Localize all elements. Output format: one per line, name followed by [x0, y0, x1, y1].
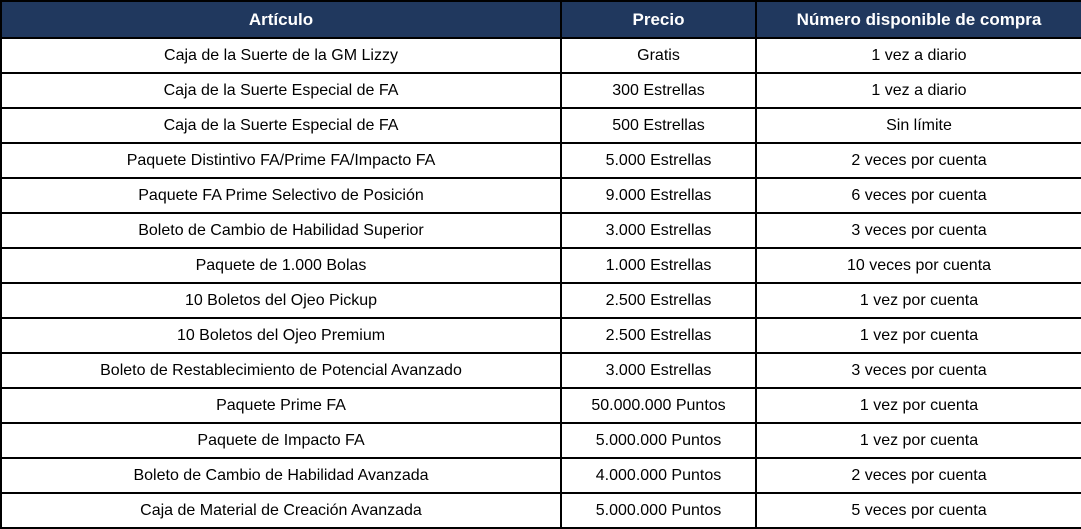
item-name-cell: 10 Boletos del Ojeo Premium [0, 317, 562, 354]
table-header-row: Artículo Precio Número disponible de com… [0, 0, 1081, 39]
purchase-limit-cell: 2 veces por cuenta [755, 142, 1081, 179]
purchase-limit-cell: 1 vez por cuenta [755, 282, 1081, 319]
table-row: 10 Boletos del Ojeo Premium 2.500 Estrell… [0, 317, 1081, 354]
item-name-cell: Paquete Prime FA [0, 387, 562, 424]
item-name-cell: Boleto de Cambio de Habilidad Superior [0, 212, 562, 249]
price-cell: 1.000 Estrellas [560, 247, 757, 284]
table-row: Caja de la Suerte de la GM Lizzy Gratis 1 … [0, 37, 1081, 74]
price-cell: 3.000 Estrellas [560, 212, 757, 249]
item-name-cell: Boleto de Restablecimiento de Potencial … [0, 352, 562, 389]
price-cell: 500 Estrellas [560, 107, 757, 144]
purchase-limit-cell: 1 vez a diario [755, 72, 1081, 109]
purchase-limit-cell: 1 vez a diario [755, 37, 1081, 74]
column-header-price: Precio [560, 0, 757, 39]
price-cell: 5.000.000 Puntos [560, 422, 757, 459]
purchase-limit-cell: 10 veces por cuenta [755, 247, 1081, 284]
table-row: Caja de la Suerte Especial de FA 300 Estr… [0, 72, 1081, 109]
price-cell: Gratis [560, 37, 757, 74]
item-name-cell: Caja de la Suerte de la GM Lizzy [0, 37, 562, 74]
item-name-cell: 10 Boletos del Ojeo Pickup [0, 282, 562, 319]
column-header-purchase-limit: Número disponible de compra [755, 0, 1081, 39]
table-row: Boleto de Cambio de Habilidad Avanzada 4.… [0, 457, 1081, 494]
item-name-cell: Paquete FA Prime Selectivo de Posición [0, 177, 562, 214]
column-header-article: Artículo [0, 0, 562, 39]
purchase-limit-cell: Sin límite [755, 107, 1081, 144]
item-name-cell: Caja de la Suerte Especial de FA [0, 107, 562, 144]
table-row: Boleto de Restablecimiento de Potencial … [0, 352, 1081, 389]
purchase-limit-cell: 3 veces por cuenta [755, 352, 1081, 389]
table-body: Caja de la Suerte de la GM Lizzy Gratis 1 … [0, 37, 1081, 529]
item-name-cell: Paquete de Impacto FA [0, 422, 562, 459]
purchase-limit-cell: 6 veces por cuenta [755, 177, 1081, 214]
table-row: Paquete de 1.000 Bolas 1.000 Estrellas 10 … [0, 247, 1081, 284]
table-row: Boleto de Cambio de Habilidad Superior 3.… [0, 212, 1081, 249]
item-name-cell: Caja de Material de Creación Avanzada [0, 492, 562, 529]
price-cell: 5.000.000 Puntos [560, 492, 757, 529]
table-row: Caja de Material de Creación Avanzada 5.0… [0, 492, 1081, 529]
table-row: Paquete FA Prime Selectivo de Posición 9.… [0, 177, 1081, 214]
price-cell: 4.000.000 Puntos [560, 457, 757, 494]
price-cell: 2.500 Estrellas [560, 317, 757, 354]
table-header: Artículo Precio Número disponible de com… [0, 0, 1081, 39]
price-cell: 3.000 Estrellas [560, 352, 757, 389]
item-name-cell: Boleto de Cambio de Habilidad Avanzada [0, 457, 562, 494]
purchase-limit-cell: 5 veces por cuenta [755, 492, 1081, 529]
purchase-limit-cell: 1 vez por cuenta [755, 422, 1081, 459]
price-cell: 9.000 Estrellas [560, 177, 757, 214]
item-name-cell: Paquete de 1.000 Bolas [0, 247, 562, 284]
table-row: Paquete Distintivo FA/Prime FA/Impacto F… [0, 142, 1081, 179]
item-name-cell: Paquete Distintivo FA/Prime FA/Impacto F… [0, 142, 562, 179]
price-cell: 300 Estrellas [560, 72, 757, 109]
table-row: 10 Boletos del Ojeo Pickup 2.500 Estrella… [0, 282, 1081, 319]
price-cell: 5.000 Estrellas [560, 142, 757, 179]
purchase-limit-cell: 1 vez por cuenta [755, 317, 1081, 354]
price-cell: 2.500 Estrellas [560, 282, 757, 319]
purchase-limit-cell: 3 veces por cuenta [755, 212, 1081, 249]
item-name-cell: Caja de la Suerte Especial de FA [0, 72, 562, 109]
table-row: Paquete Prime FA 50.000.000 Puntos 1 vez p… [0, 387, 1081, 424]
table-row: Paquete de Impacto FA 5.000.000 Puntos 1 v… [0, 422, 1081, 459]
purchase-limit-cell: 2 veces por cuenta [755, 457, 1081, 494]
purchase-limit-cell: 1 vez por cuenta [755, 387, 1081, 424]
price-cell: 50.000.000 Puntos [560, 387, 757, 424]
table-row: Caja de la Suerte Especial de FA 500 Estr… [0, 107, 1081, 144]
